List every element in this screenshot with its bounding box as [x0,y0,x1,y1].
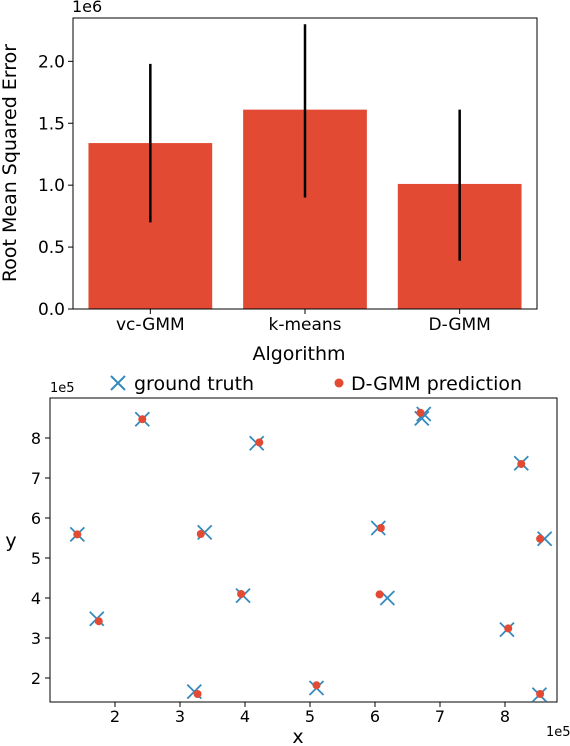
bar-y-multiplier: 1e6 [72,0,102,16]
prediction-point-14 [536,534,545,543]
scatter-x-tick-label-1: 3 [175,707,185,726]
prediction-point-8 [376,524,385,532]
legend-label-ground-truth: ground truth [134,373,254,395]
prediction-point-2 [138,415,147,424]
bar-x-tick-label-2: D-GMM [428,315,490,335]
scatter-y-tick-label-6: 8 [31,429,41,448]
scatter-x-tick-label-0: 2 [110,707,120,726]
legend-marker-ground-truth [110,375,126,391]
prediction-point-0 [73,530,82,539]
prediction-point-6 [255,438,264,447]
prediction-point-12 [517,460,526,468]
prediction-point-9 [375,590,384,599]
bar-y-axis-label: Root Mean Squared Error [0,44,21,282]
scatter-y-tick-label-0: 2 [31,669,41,688]
prediction-point-5 [237,590,246,598]
bar-x-tick-label-1: k-means [268,315,341,335]
scatter-y-tick-label-4: 6 [31,509,41,528]
scatter-x-tick-label-4: 6 [370,707,380,726]
legend-label-prediction: D-GMM prediction [351,373,522,395]
scatter-x-multiplier: 1e5 [546,725,570,740]
scatter-plot-frame [49,397,558,703]
prediction-point-7 [312,681,321,690]
bar-y-tick-label-3: 1.5 [38,114,65,134]
bar-y-tick-label-0: 0.0 [38,300,65,320]
ground-truth-point-15 [537,531,553,547]
legend-marker-prediction [334,378,344,388]
prediction-point-10 [416,408,425,417]
scatter-y-tick-label-5: 7 [31,469,41,488]
scatter-y-tick-label-3: 5 [31,549,41,568]
bar-y-tick-label-1: 0.5 [38,238,65,258]
bar-x-axis-label: Algorithm [252,343,345,365]
bar-chart: vc-GMM k-means D-GMM 0.0 0.5 1.0 1.5 2.0 1e6 Al… [0,0,538,365]
scatter-y-tick-label-1: 3 [31,629,41,648]
scatter-x-tick-label-3: 5 [305,707,315,726]
bar-x-tick-label-0: vc-GMM [116,315,185,335]
scatter-chart: ground truth D-GMM prediction 2 3 4 5 6 7 8 2 3 4… [5,373,570,746]
prediction-point-11 [504,624,513,633]
prediction-point-4 [196,530,205,538]
prediction-point-13 [536,690,545,698]
scatter-y-axis-label: y [5,530,16,552]
scatter-x-tick-label-5: 7 [435,707,445,726]
legend: ground truth D-GMM prediction [110,373,522,395]
scatter-x-tick-label-2: 4 [240,707,250,726]
bar-y-tick-label-4: 2.0 [38,52,65,72]
prediction-point-3 [193,690,202,698]
scatter-y-tick-label-2: 4 [31,589,41,608]
scatter-x-tick-label-6: 8 [500,707,510,726]
bar-y-tick-label-2: 1.0 [38,176,65,196]
scatter-y-multiplier: 1e5 [50,381,75,396]
prediction-point-1 [94,617,103,626]
scatter-x-axis-label: x [292,726,303,746]
